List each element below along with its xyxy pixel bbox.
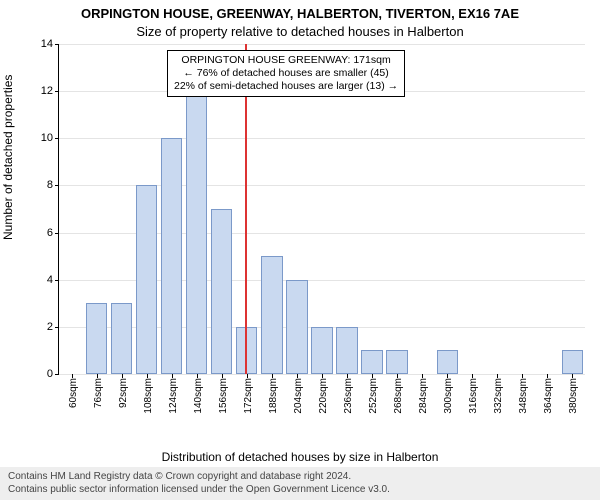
histogram-bar	[562, 350, 583, 374]
x-tick-label: 380sqm	[568, 378, 579, 414]
chart-title-line1: ORPINGTON HOUSE, GREENWAY, HALBERTON, TI…	[0, 6, 600, 21]
y-tick-mark	[55, 138, 59, 139]
x-tick-label: 188sqm	[268, 378, 279, 414]
y-tick-label: 0	[47, 368, 53, 380]
info-box-line3: 22% of semi-detached houses are larger (…	[174, 80, 398, 93]
y-tick-label: 4	[47, 274, 53, 286]
histogram-bar	[311, 327, 332, 374]
x-tick-label: 140sqm	[193, 378, 204, 414]
x-tick-label: 124sqm	[168, 378, 179, 414]
x-axis-label: Distribution of detached houses by size …	[0, 450, 600, 464]
x-tick-label: 252sqm	[368, 378, 379, 414]
histogram-bar	[86, 303, 107, 374]
histogram-bar	[286, 280, 307, 374]
x-tick-label: 108sqm	[143, 378, 154, 414]
x-tick-label: 172sqm	[243, 378, 254, 414]
footer-line1: Contains HM Land Registry data © Crown c…	[8, 471, 592, 484]
x-tick-label: 236sqm	[343, 378, 354, 414]
histogram-bar	[211, 209, 232, 374]
y-tick-label: 8	[47, 179, 53, 191]
x-tick-label: 156sqm	[218, 378, 229, 414]
attribution-footer: Contains HM Land Registry data © Crown c…	[0, 467, 600, 500]
histogram-bar	[336, 327, 357, 374]
chart-title-line2: Size of property relative to detached ho…	[0, 24, 600, 39]
y-axis-label: Number of detached properties	[1, 75, 15, 240]
y-tick-label: 6	[47, 227, 53, 239]
x-tick-label: 268sqm	[393, 378, 404, 414]
x-tick-label: 348sqm	[518, 378, 529, 414]
histogram-bar	[361, 350, 382, 374]
x-tick-label: 76sqm	[93, 378, 104, 408]
gridline	[59, 44, 585, 45]
info-box-line1: ORPINGTON HOUSE GREENWAY: 171sqm	[174, 54, 398, 67]
info-box-line2: ← 76% of detached houses are smaller (45…	[174, 67, 398, 80]
y-tick-label: 10	[41, 132, 53, 144]
histogram-bar	[111, 303, 132, 374]
y-tick-label: 2	[47, 321, 53, 333]
x-tick-label: 204sqm	[293, 378, 304, 414]
chart-plot-area: 0246810121460sqm76sqm92sqm108sqm124sqm14…	[58, 44, 585, 375]
y-tick-mark	[55, 374, 59, 375]
histogram-bar	[261, 256, 282, 374]
histogram-bar	[136, 185, 157, 374]
histogram-bar	[161, 138, 182, 374]
y-tick-label: 12	[41, 85, 53, 97]
y-tick-mark	[55, 185, 59, 186]
y-tick-mark	[55, 44, 59, 45]
gridline	[59, 138, 585, 139]
x-tick-label: 332sqm	[493, 378, 504, 414]
x-tick-label: 220sqm	[318, 378, 329, 414]
histogram-bar	[186, 91, 207, 374]
histogram-bar	[386, 350, 407, 374]
x-tick-label: 316sqm	[468, 378, 479, 414]
x-tick-label: 60sqm	[68, 378, 79, 408]
x-tick-label: 284sqm	[418, 378, 429, 414]
y-tick-label: 14	[41, 38, 53, 50]
marker-info-box: ORPINGTON HOUSE GREENWAY: 171sqm ← 76% o…	[167, 50, 405, 97]
footer-line2: Contains public sector information licen…	[8, 484, 592, 497]
x-tick-label: 364sqm	[543, 378, 554, 414]
y-tick-mark	[55, 327, 59, 328]
x-tick-label: 92sqm	[118, 378, 129, 408]
x-tick-label: 300sqm	[443, 378, 454, 414]
y-tick-mark	[55, 280, 59, 281]
y-tick-mark	[55, 91, 59, 92]
y-tick-mark	[55, 233, 59, 234]
histogram-bar	[437, 350, 458, 374]
